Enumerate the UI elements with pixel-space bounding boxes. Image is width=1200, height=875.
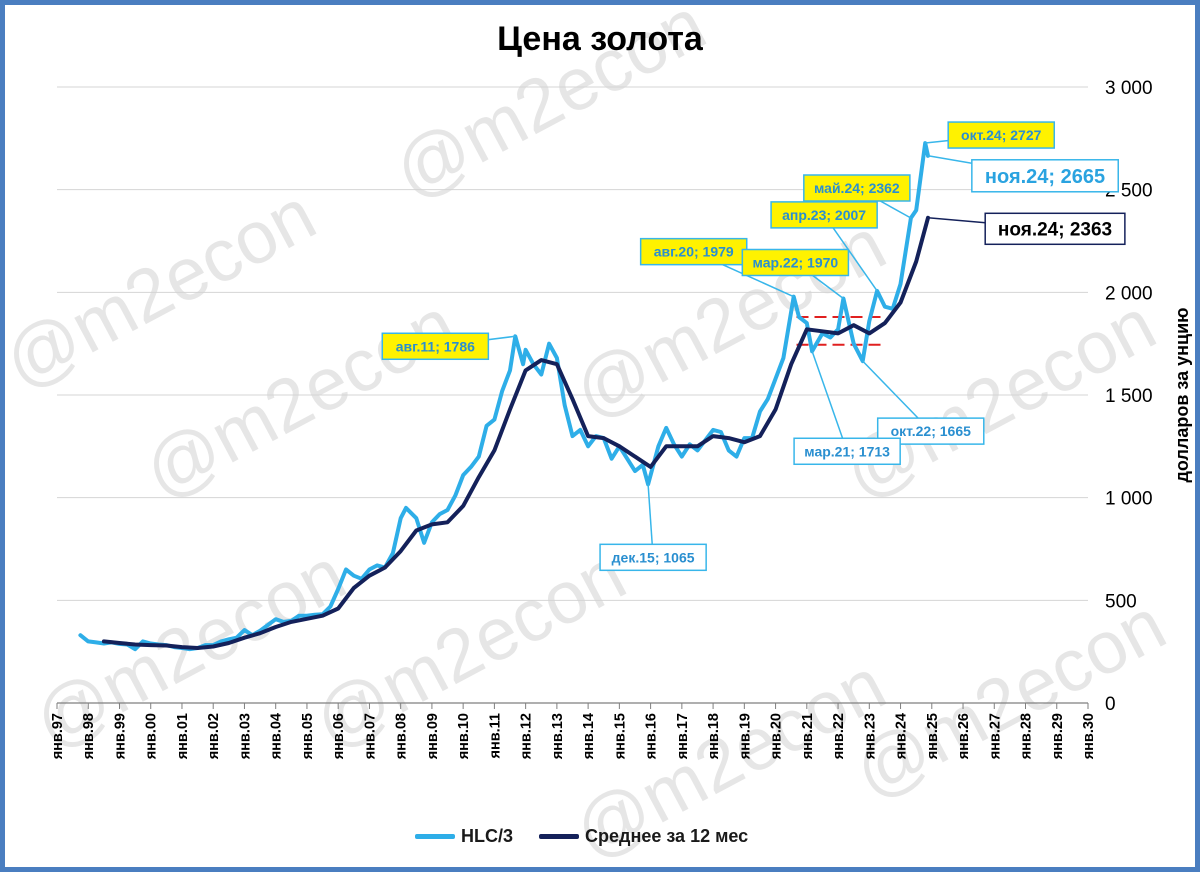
x-tick-label: янв.13 xyxy=(550,713,566,759)
annotation-label: мар.22; 1970 xyxy=(753,255,839,271)
x-tick-label: янв.04 xyxy=(269,713,285,759)
annotation-label: мар.21; 1713 xyxy=(804,443,890,459)
annotation-label: ноя.24; 2665 xyxy=(985,166,1105,188)
x-tick-label: янв.16 xyxy=(644,713,660,759)
x-tick-label: янв.22 xyxy=(831,713,847,759)
legend-swatch-hlc xyxy=(415,834,455,839)
x-tick-label: янв.11 xyxy=(487,713,503,759)
x-tick-label: янв.97 xyxy=(50,713,66,759)
annotation-label: ноя.24; 2363 xyxy=(998,220,1112,241)
x-tick-label: янв.00 xyxy=(144,713,160,759)
x-tick-label: янв.20 xyxy=(769,713,785,759)
x-tick-label: янв.15 xyxy=(612,713,628,759)
x-tick-label: янв.18 xyxy=(706,713,722,759)
y-tick-label: 2 000 xyxy=(1105,283,1153,304)
x-tick-label: янв.23 xyxy=(862,713,878,759)
annotation-box xyxy=(947,121,1056,149)
x-tick-label: янв.12 xyxy=(519,713,535,759)
x-tick-label: янв.28 xyxy=(1019,713,1035,759)
series-line-hlc xyxy=(78,141,930,652)
annotation-box xyxy=(639,237,748,266)
x-tick-label: янв.98 xyxy=(81,713,97,759)
annotation-box xyxy=(770,201,878,229)
x-tick-label: янв.06 xyxy=(331,713,347,759)
x-tick-label: янв.21 xyxy=(800,713,816,759)
x-tick-label: янв.26 xyxy=(956,713,972,759)
legend-label-average: Среднее за 12 мес xyxy=(585,826,749,846)
x-tick-label: янв.03 xyxy=(237,713,253,759)
x-tick-label: янв.05 xyxy=(300,713,316,759)
chart-title: Цена золота xyxy=(497,20,703,58)
annotation-box xyxy=(984,212,1126,246)
legend: HLC/3 Среднее за 12 мес xyxy=(415,826,774,847)
y-axis-label: долларов за унцию xyxy=(1172,307,1192,482)
x-tick-label: янв.08 xyxy=(394,713,410,759)
annotation-label: авг.20; 1979 xyxy=(654,244,734,260)
x-tick-label: янв.27 xyxy=(987,713,1003,759)
x-tick-label: янв.99 xyxy=(112,713,128,759)
x-tick-label: янв.17 xyxy=(675,713,691,759)
x-tick-label: янв.29 xyxy=(1050,713,1066,759)
annotation-box xyxy=(741,248,850,277)
x-tick-label: янв.07 xyxy=(362,713,378,759)
annotation-box xyxy=(599,543,707,572)
legend-item-hlc: HLC/3 xyxy=(415,826,513,847)
annotation-label: апр.23; 2007 xyxy=(782,207,866,223)
annotation-label: май.24; 2362 xyxy=(814,180,900,196)
x-tick-label: янв.09 xyxy=(425,713,441,759)
x-tick-label: янв.01 xyxy=(175,713,191,759)
x-tick-label: янв.24 xyxy=(894,713,910,759)
x-tick-label: янв.10 xyxy=(456,713,472,759)
annotation-label: окт.24; 2727 xyxy=(961,127,1042,143)
legend-swatch-average xyxy=(539,834,580,839)
x-tick-label: янв.25 xyxy=(925,713,941,759)
annotation-box xyxy=(793,437,901,466)
x-tick-label: янв.30 xyxy=(1081,713,1097,759)
annotation-leader xyxy=(811,351,848,452)
y-tick-label: 3 000 xyxy=(1105,78,1153,99)
annotation-label: авг.11; 1786 xyxy=(396,338,475,354)
annotation-box xyxy=(971,159,1119,193)
annotation-label: окт.22; 1665 xyxy=(891,423,972,439)
legend-item-average: Среднее за 12 мес xyxy=(539,826,748,847)
annotation-box xyxy=(381,332,490,361)
y-tick-label: 1 000 xyxy=(1105,489,1153,510)
x-tick-label: янв.14 xyxy=(581,713,597,759)
x-tick-label: янв.19 xyxy=(737,713,753,759)
annotation-label: дек.15; 1065 xyxy=(612,549,695,565)
x-tick-label: янв.02 xyxy=(206,713,222,759)
legend-label-hlc: HLC/3 xyxy=(461,826,514,846)
series-line-average xyxy=(101,215,930,650)
y-tick-label: 1 500 xyxy=(1105,386,1153,407)
y-tick-label: 0 xyxy=(1105,694,1116,715)
annotation-box xyxy=(803,174,911,202)
y-tick-label: 500 xyxy=(1105,591,1137,612)
